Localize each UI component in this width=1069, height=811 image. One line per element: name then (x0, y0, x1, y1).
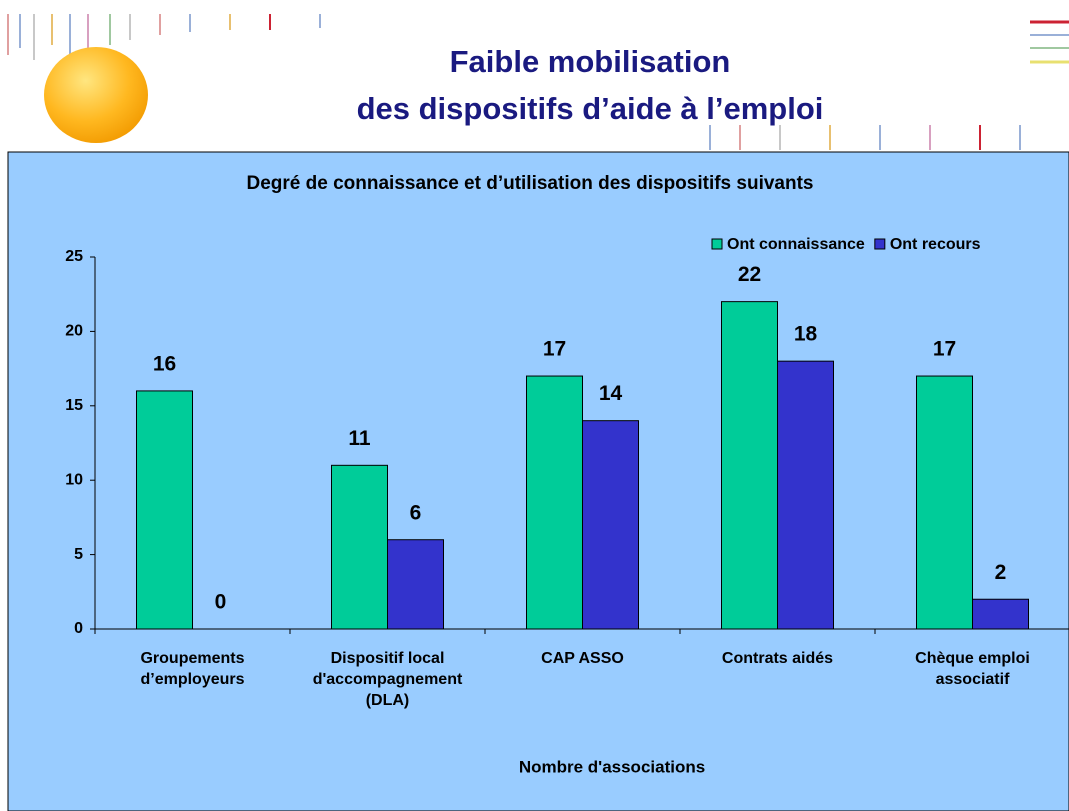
x-tick-label: Chèque emploi associatif (880, 648, 1065, 690)
y-tick-label: 0 (74, 620, 83, 637)
bar (388, 540, 444, 629)
x-tick-label: Groupements d’employeurs (100, 648, 285, 690)
slide: Faible mobilisation des dispositifs d’ai… (0, 0, 1069, 811)
bar (917, 376, 973, 629)
chart-title: Degré de connaissance et d’utilisation d… (247, 173, 814, 194)
slide-title: Faible mobilisation (450, 44, 731, 79)
bar (527, 376, 583, 629)
y-tick-label: 10 (65, 471, 83, 488)
x-tick-label: Contrats aidés (685, 648, 870, 669)
bar (583, 421, 639, 629)
y-tick-label: 25 (65, 248, 83, 265)
legend-swatch (712, 239, 722, 249)
legend-label: Ont recours (890, 236, 981, 253)
data-label: 22 (738, 263, 761, 286)
data-label: 17 (933, 338, 956, 361)
data-label: 6 (410, 501, 422, 524)
data-label: 0 (215, 591, 227, 614)
legend-label: Ont connaissance (727, 236, 865, 253)
y-tick-label: 15 (65, 397, 83, 414)
data-label: 17 (543, 338, 566, 361)
x-tick-label: CAP ASSO (490, 648, 675, 669)
header-decoration (8, 14, 1069, 150)
legend-swatch (875, 239, 885, 249)
bar (332, 465, 388, 629)
bar (973, 599, 1029, 629)
x-axis-title: Nombre d'associations (519, 757, 705, 776)
data-label: 2 (995, 561, 1007, 584)
y-tick-label: 20 (65, 323, 83, 340)
slide-title: des dispositifs d’aide à l’emploi (357, 91, 824, 126)
bar (778, 361, 834, 629)
data-label: 16 (153, 352, 176, 375)
data-label: 18 (794, 323, 818, 346)
data-label: 11 (348, 427, 371, 450)
data-label: 14 (599, 382, 623, 405)
bar (137, 391, 193, 629)
bar (722, 302, 778, 629)
y-tick-label: 5 (74, 546, 83, 563)
x-tick-label: Dispositif local d'accompagnement (DLA) (295, 648, 480, 711)
